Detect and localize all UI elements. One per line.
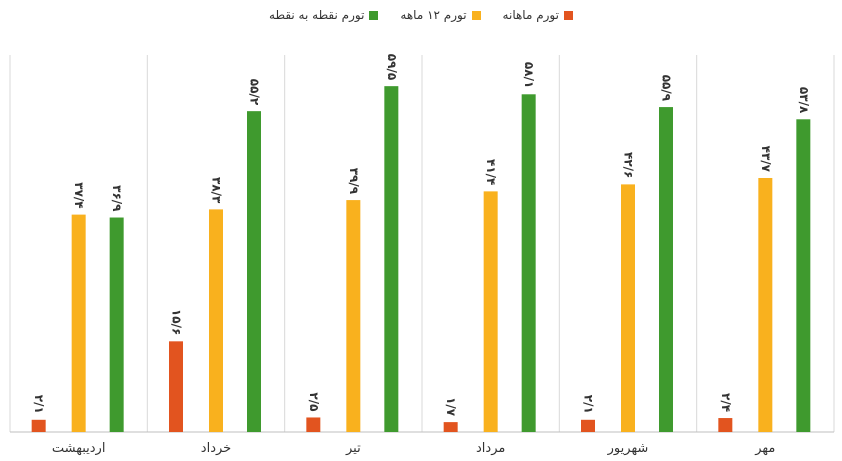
data-label: ۳۷/۴ (72, 182, 86, 208)
data-label: ۵۳/۸ (797, 87, 811, 114)
data-label: ۴۳/۷ (759, 146, 773, 173)
data-label: ۱۵/۶ (170, 309, 184, 335)
bar (306, 417, 321, 432)
data-label: ۳۶/۹ (110, 185, 124, 212)
legend-item-point: تورم نقطه به نقطه (269, 8, 379, 22)
bar (796, 119, 811, 432)
data-label: ۲/۵ (307, 392, 321, 411)
bar (169, 341, 183, 432)
bar (384, 86, 399, 432)
data-label: ۳۸/۳ (210, 177, 224, 204)
x-tick-label: تیر (345, 441, 361, 456)
bar (443, 422, 458, 432)
data-label: ۵۵/۲ (248, 79, 262, 106)
legend-swatch-12month (471, 10, 481, 20)
legend-label-12month: تورم ۱۲ ماهه (400, 8, 467, 22)
bar (483, 191, 498, 432)
x-tick-label: اردیبهشت (52, 441, 106, 456)
x-tick-label: مهر (754, 441, 775, 456)
bar (31, 419, 46, 432)
data-label: ۵۸/۱ (522, 62, 536, 88)
bar (209, 209, 223, 432)
legend-swatch-monthly (563, 10, 573, 20)
legend-swatch-point (369, 10, 379, 20)
data-label: ۵۵/۹ (660, 75, 674, 102)
legend-label-point: تورم نقطه به نقطه (269, 8, 365, 22)
data-label: ۵۹/۵ (385, 54, 399, 80)
bar (659, 107, 673, 433)
x-tick-label: شهریور (607, 441, 649, 456)
x-tick-label: مرداد (476, 441, 505, 456)
bar (71, 214, 86, 432)
legend-item-12month: تورم ۱۲ ماهه (400, 8, 481, 22)
legend-item-monthly: تورم ماهانه (503, 8, 573, 22)
bar (621, 184, 635, 432)
bar (581, 419, 595, 432)
data-label: ۳۹/۹ (347, 168, 361, 195)
x-tick-label: خرداد (201, 441, 231, 456)
data-label: ۱/۷ (444, 397, 458, 417)
bar (109, 217, 124, 432)
data-label: ۲/۱ (32, 395, 46, 414)
data-label: ۲/۴ (719, 393, 733, 412)
legend-label-monthly: تورم ماهانه (502, 8, 559, 22)
bar (718, 418, 733, 432)
bar (758, 177, 773, 432)
data-label: ۴۱/۴ (484, 159, 498, 185)
bar (521, 94, 536, 432)
data-label: ۴۲/۶ (622, 152, 636, 178)
bar (247, 111, 261, 433)
legend: تورم ماهانه تورم ۱۲ ماهه تورم نقطه به نق… (0, 8, 842, 22)
data-label: ۲/۱ (582, 395, 596, 414)
bar (346, 200, 361, 432)
